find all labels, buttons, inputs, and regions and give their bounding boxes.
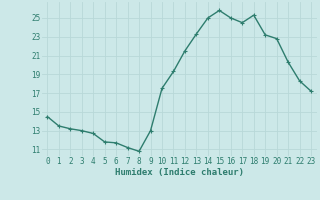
X-axis label: Humidex (Indice chaleur): Humidex (Indice chaleur) [115, 168, 244, 177]
